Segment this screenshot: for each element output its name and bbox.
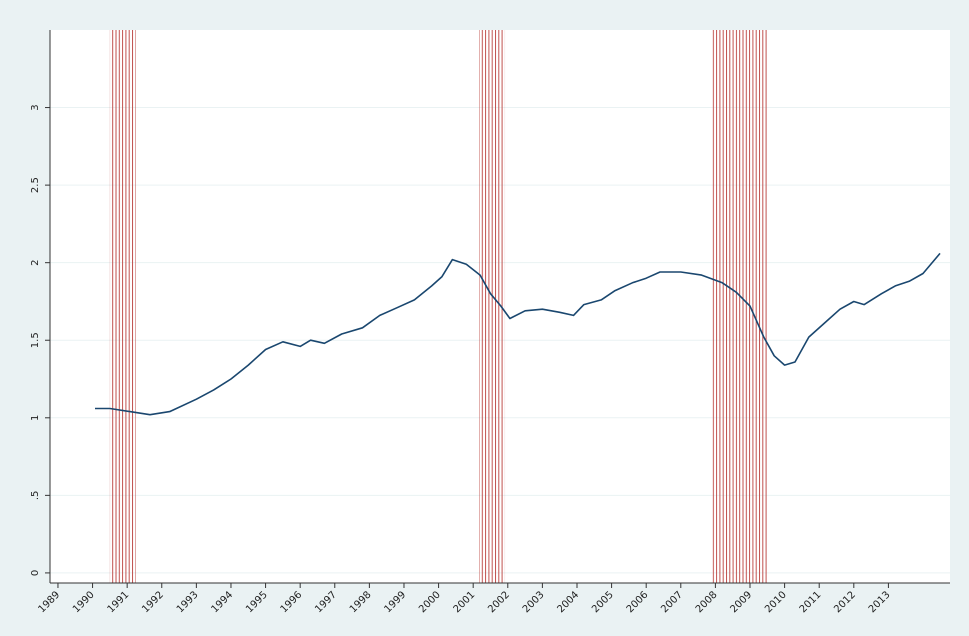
y-tick-label: .5 [30,491,41,501]
recession-band [109,30,136,583]
y-tick-label: 2 [30,259,41,265]
recession-band [712,30,768,583]
series-line [95,252,941,416]
y-tick-label: 1 [30,415,41,421]
y-tick-label: 1.5 [30,332,41,348]
y-tick-label: 3 [30,104,41,110]
y-tick-label: 2.5 [30,177,41,193]
y-tick-label: 0 [30,570,41,576]
